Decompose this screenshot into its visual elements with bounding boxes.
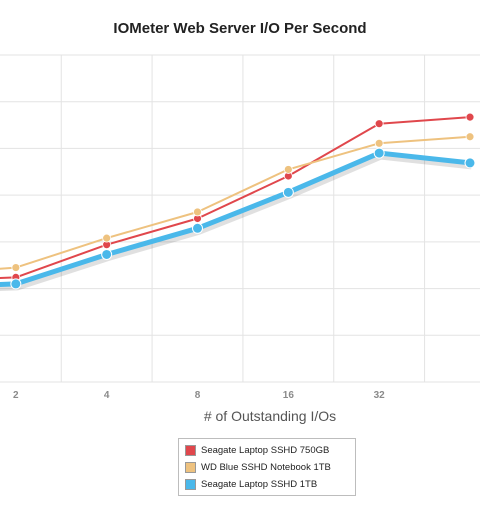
data-point[interactable] <box>10 278 22 290</box>
legend: Seagate Laptop SSHD 750GB WD Blue SSHD N… <box>178 438 356 496</box>
legend-swatch-1 <box>185 462 196 473</box>
chart-title: IOMeter Web Server I/O Per Second <box>113 20 367 37</box>
data-point[interactable] <box>464 157 476 169</box>
data-point[interactable] <box>192 222 203 234</box>
series-layer <box>0 112 476 292</box>
legend-item[interactable]: Seagate Laptop SSHD 750GB <box>185 442 355 459</box>
series-shadow <box>0 152 472 292</box>
data-point[interactable] <box>11 263 21 272</box>
x-tick-label: 32 <box>374 390 386 401</box>
data-point[interactable] <box>374 138 384 148</box>
legend-label: WD Blue SSHD Notebook 1TB <box>201 462 331 473</box>
data-point[interactable] <box>102 233 112 243</box>
tick-layer: 2 4 8 16 32 <box>13 390 385 401</box>
data-point[interactable] <box>374 119 384 129</box>
data-point[interactable] <box>373 147 385 159</box>
data-point[interactable] <box>465 112 475 122</box>
data-point[interactable] <box>465 132 475 142</box>
legend-swatch-2 <box>185 479 196 490</box>
x-tick-label: 8 <box>195 390 201 401</box>
data-point[interactable] <box>282 186 294 198</box>
x-axis-label: # of Outstanding I/Os <box>204 408 336 424</box>
x-tick-label: 16 <box>283 390 295 401</box>
x-tick-label: 4 <box>104 390 110 401</box>
data-point[interactable] <box>193 207 202 217</box>
legend-item[interactable]: WD Blue SSHD Notebook 1TB <box>185 459 355 476</box>
x-tick-label: 2 <box>13 390 19 401</box>
grid-layer <box>0 54 480 383</box>
legend-label: Seagate Laptop SSHD 750GB <box>201 445 330 456</box>
legend-item[interactable]: Seagate Laptop SSHD 1TB <box>185 476 355 493</box>
data-point[interactable] <box>101 248 113 260</box>
legend-swatch-0 <box>185 445 196 456</box>
legend-label: Seagate Laptop SSHD 1TB <box>201 479 318 490</box>
data-point[interactable] <box>283 165 293 174</box>
